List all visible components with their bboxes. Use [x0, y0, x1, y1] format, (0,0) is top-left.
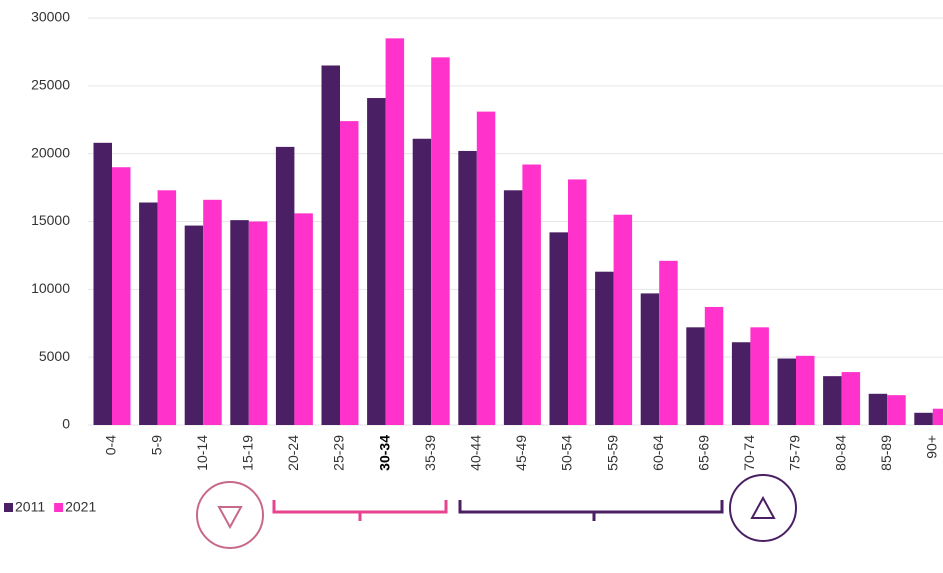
- bar: [932, 408, 943, 425]
- bar: [522, 164, 541, 425]
- bar: [275, 146, 295, 425]
- bar: [112, 167, 131, 425]
- x-tick-label: 5-9: [148, 435, 164, 455]
- x-tick-label: 55-59: [604, 435, 620, 471]
- legend-label: 2011: [15, 499, 45, 515]
- y-tick-label: 0: [62, 416, 70, 432]
- x-tick-label: 85-89: [878, 435, 894, 471]
- bar: [549, 232, 568, 425]
- bar: [595, 271, 614, 425]
- bar: [777, 358, 796, 425]
- previous-button[interactable]: [196, 481, 264, 549]
- bar: [750, 327, 769, 425]
- bar: [248, 221, 268, 425]
- x-tick-label: 50-54: [559, 435, 575, 471]
- bar: [613, 214, 633, 425]
- legend-label: 2021: [65, 499, 96, 515]
- x-tick-label: 75-79: [787, 435, 803, 471]
- bar: [868, 393, 888, 425]
- x-tick-label: 0-4: [103, 435, 119, 455]
- bar: [458, 150, 477, 425]
- legend-swatch: [4, 503, 13, 512]
- x-tick-label: 25-29: [331, 435, 347, 471]
- y-tick-label: 30000: [31, 9, 70, 25]
- plot: 0 5000 10000 15000 20000 25000 30000 0-4 5-9 10-1…: [4, 9, 943, 515]
- bar: [841, 372, 861, 425]
- bar: [367, 98, 386, 425]
- x-tick-label: 65-69: [696, 435, 712, 471]
- y-tick-label: 10000: [31, 280, 70, 296]
- x-tick-label: 90+: [924, 435, 940, 459]
- bar: [796, 355, 815, 425]
- x-tick-label: 60-64: [650, 435, 666, 471]
- bar: [340, 121, 359, 426]
- bar: [659, 260, 678, 425]
- x-tick-label: 20-24: [285, 435, 301, 471]
- y-tick-label: 25000: [31, 77, 70, 93]
- x-tick-label: 80-84: [832, 435, 848, 471]
- bar: [704, 306, 724, 425]
- bar: [230, 220, 249, 425]
- y-tick-label: 5000: [39, 348, 70, 364]
- bar: [731, 342, 751, 425]
- range-bracket: [272, 500, 448, 521]
- bar: [184, 225, 204, 425]
- bar: [321, 65, 340, 425]
- legend-swatch: [54, 503, 64, 512]
- bar: [385, 38, 405, 425]
- bar: [686, 327, 705, 425]
- y-tick-label: 15000: [31, 212, 70, 228]
- y-tick-label: 20000: [31, 144, 70, 160]
- bar: [139, 202, 158, 425]
- x-tick-label: 30-34: [376, 435, 392, 471]
- bar: [412, 138, 432, 425]
- x-tick-label: 40-44: [468, 435, 484, 471]
- x-tick-label: 15-19: [240, 435, 256, 471]
- x-tick-label: 10-14: [194, 435, 210, 471]
- x-tick-label: 45-49: [513, 435, 529, 471]
- x-tick-label: 70-74: [741, 435, 757, 471]
- range-bracket: [458, 500, 724, 521]
- bar: [823, 376, 842, 425]
- bar: [914, 412, 933, 425]
- bar: [503, 190, 523, 425]
- bar: [476, 111, 496, 426]
- bar: [568, 179, 587, 425]
- bar: [887, 395, 906, 425]
- bar: [431, 57, 450, 426]
- bar: [93, 142, 112, 425]
- x-tick-label: 35-39: [422, 435, 438, 471]
- next-button[interactable]: [729, 474, 797, 542]
- bar: [203, 199, 222, 425]
- bar: [294, 213, 313, 425]
- bar: [640, 293, 660, 425]
- bar: [157, 190, 177, 425]
